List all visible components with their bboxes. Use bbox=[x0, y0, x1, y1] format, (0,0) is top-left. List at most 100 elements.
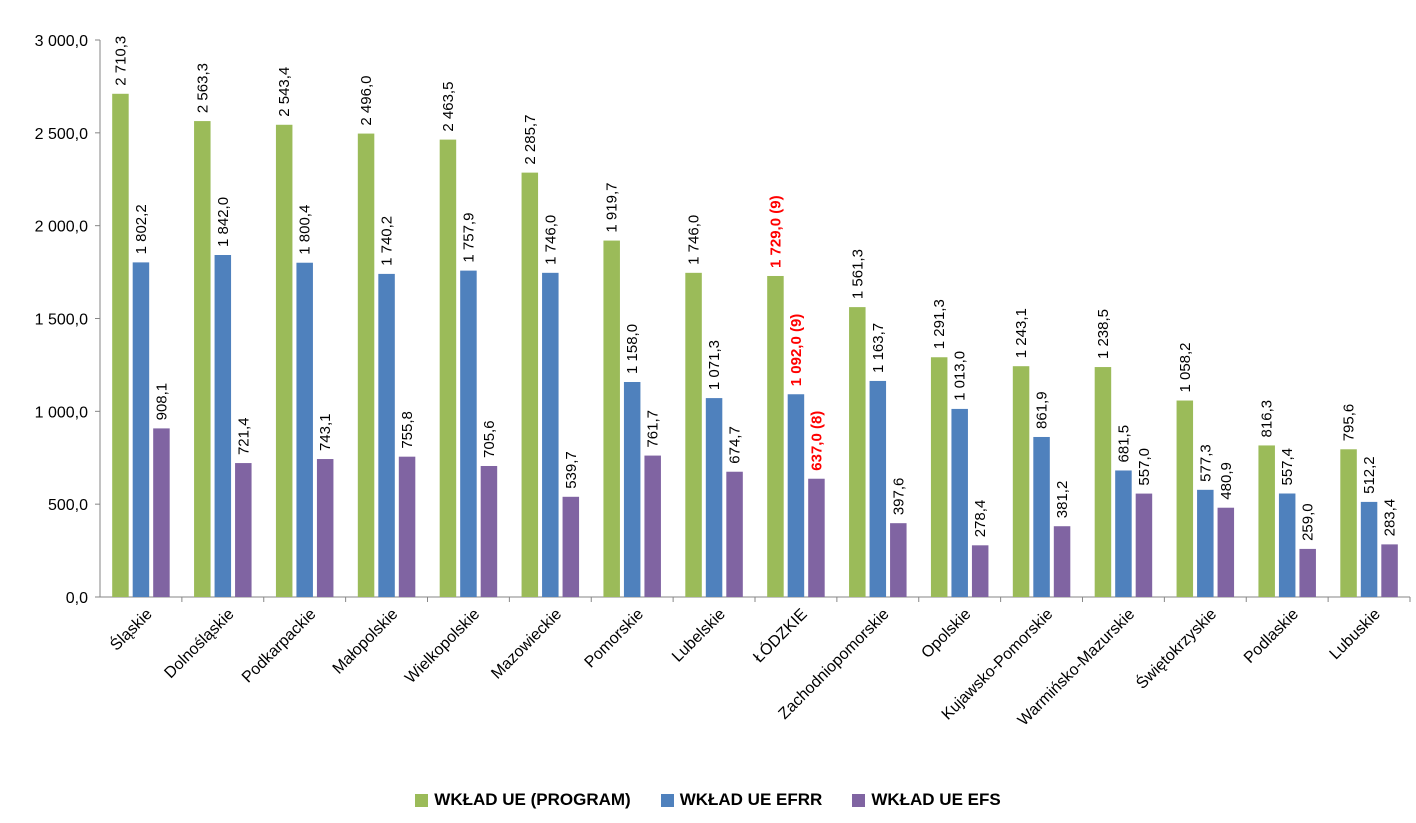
data-label: 705,6 bbox=[481, 420, 498, 458]
category-label: Lubuskie bbox=[1327, 606, 1384, 663]
legend: WKŁAD UE (PROGRAM) WKŁAD UE EFRR WKŁAD U… bbox=[0, 790, 1416, 810]
data-label: 557,4 bbox=[1279, 448, 1296, 486]
data-label: 2 496,0 bbox=[358, 76, 375, 126]
bar bbox=[1176, 400, 1194, 597]
bar bbox=[1135, 493, 1153, 597]
bar bbox=[357, 133, 375, 598]
bar bbox=[705, 398, 723, 597]
data-label: 1 740,2 bbox=[379, 216, 396, 266]
data-label: 861,9 bbox=[1034, 391, 1051, 429]
y-tick-label: 0,0 bbox=[66, 590, 88, 607]
legend-label-efs: WKŁAD UE EFS bbox=[871, 790, 1001, 809]
legend-label-efrr: WKŁAD UE EFRR bbox=[679, 790, 823, 809]
y-tick-label: 1 000,0 bbox=[35, 404, 88, 421]
bar bbox=[378, 273, 395, 597]
legend-item-efrr: WKŁAD UE EFRR bbox=[660, 790, 823, 810]
bar bbox=[849, 307, 866, 597]
data-label: 1 800,4 bbox=[297, 205, 314, 255]
bar bbox=[480, 465, 498, 597]
legend-swatch-efrr bbox=[660, 793, 674, 807]
data-label: 1 243,1 bbox=[1013, 308, 1030, 358]
bar bbox=[869, 380, 887, 597]
bar bbox=[562, 496, 580, 597]
bar bbox=[316, 459, 334, 597]
y-tick-label: 500,0 bbox=[48, 497, 88, 514]
bar bbox=[808, 478, 825, 597]
data-label: 1 746,0 bbox=[686, 215, 703, 265]
data-label: 577,3 bbox=[1197, 444, 1214, 482]
data-label: 480,9 bbox=[1218, 462, 1235, 500]
data-label: 512,2 bbox=[1361, 456, 1378, 494]
y-tick-label: 2 500,0 bbox=[35, 126, 88, 143]
category-label: ŁÓDZKIE bbox=[749, 604, 811, 666]
data-label: 1 013,0 bbox=[952, 351, 969, 401]
data-label: 1 058,2 bbox=[1177, 342, 1194, 392]
data-label: 681,5 bbox=[1115, 425, 1132, 463]
data-label: 908,1 bbox=[153, 383, 170, 421]
data-label: 557,0 bbox=[1136, 448, 1153, 486]
data-label: 1 729,0 (9) bbox=[767, 195, 784, 268]
bar bbox=[153, 428, 170, 597]
y-tick-label: 1 500,0 bbox=[35, 312, 88, 329]
bar bbox=[439, 139, 457, 597]
category-label: Opolskie bbox=[918, 606, 974, 662]
legend-swatch-program bbox=[415, 793, 429, 807]
bar bbox=[132, 262, 150, 597]
bar bbox=[1299, 548, 1316, 597]
bar bbox=[644, 455, 661, 597]
bar bbox=[194, 121, 211, 598]
category-label: Śląskie bbox=[106, 604, 156, 654]
data-label: 2 563,3 bbox=[194, 63, 211, 113]
data-label: 1 238,5 bbox=[1095, 309, 1112, 359]
bar bbox=[1115, 470, 1132, 597]
data-label: 1 919,7 bbox=[604, 183, 621, 233]
bar bbox=[112, 93, 129, 598]
legend-label-program: WKŁAD UE (PROGRAM) bbox=[434, 790, 631, 809]
legend-swatch-efs bbox=[852, 793, 866, 807]
bar bbox=[890, 523, 907, 597]
category-label: Mazowieckie bbox=[488, 606, 565, 683]
data-label: 761,7 bbox=[645, 410, 662, 448]
data-label: 1 842,0 bbox=[215, 197, 232, 247]
data-label: 1 163,7 bbox=[870, 323, 887, 373]
category-label: Dolnośląskie bbox=[161, 606, 237, 682]
data-label: 637,0 (8) bbox=[808, 411, 825, 471]
data-label: 1 802,2 bbox=[133, 204, 150, 254]
y-tick-label: 2 000,0 bbox=[35, 219, 88, 236]
bar bbox=[951, 408, 968, 597]
category-label: Lubelskie bbox=[669, 606, 729, 666]
bar bbox=[214, 255, 232, 597]
bar bbox=[1053, 526, 1071, 597]
data-label: 283,4 bbox=[1382, 499, 1399, 537]
data-label: 1 158,0 bbox=[624, 324, 641, 374]
bar bbox=[460, 270, 477, 597]
data-label: 743,1 bbox=[317, 413, 334, 451]
data-label: 1 561,3 bbox=[849, 249, 866, 299]
data-label: 278,4 bbox=[972, 500, 989, 538]
bar bbox=[623, 381, 641, 597]
data-label: 1 291,3 bbox=[931, 299, 948, 349]
category-label: Świętokrzyskie bbox=[1132, 604, 1220, 692]
data-label: 397,6 bbox=[890, 478, 907, 516]
data-label: 755,8 bbox=[399, 411, 416, 449]
data-label: 816,3 bbox=[1259, 400, 1276, 438]
bar bbox=[542, 272, 559, 597]
bar bbox=[1381, 544, 1398, 597]
data-label: 259,0 bbox=[1300, 503, 1317, 541]
bar bbox=[930, 357, 948, 597]
data-label: 1 746,0 bbox=[542, 215, 559, 265]
bar bbox=[275, 124, 293, 598]
bar bbox=[1012, 366, 1030, 597]
bar bbox=[1217, 507, 1235, 597]
y-tick-label: 3 000,0 bbox=[35, 33, 88, 50]
bar bbox=[1258, 445, 1275, 597]
bar bbox=[1278, 493, 1296, 597]
data-label: 1 757,9 bbox=[460, 213, 477, 263]
legend-item-efs: WKŁAD UE EFS bbox=[852, 790, 1001, 810]
bar bbox=[1340, 449, 1357, 597]
data-label: 674,7 bbox=[727, 426, 744, 464]
data-label: 1 071,3 bbox=[706, 340, 723, 390]
data-label: 1 092,0 (9) bbox=[788, 314, 805, 387]
bar bbox=[1033, 436, 1050, 597]
bar bbox=[1094, 367, 1112, 597]
